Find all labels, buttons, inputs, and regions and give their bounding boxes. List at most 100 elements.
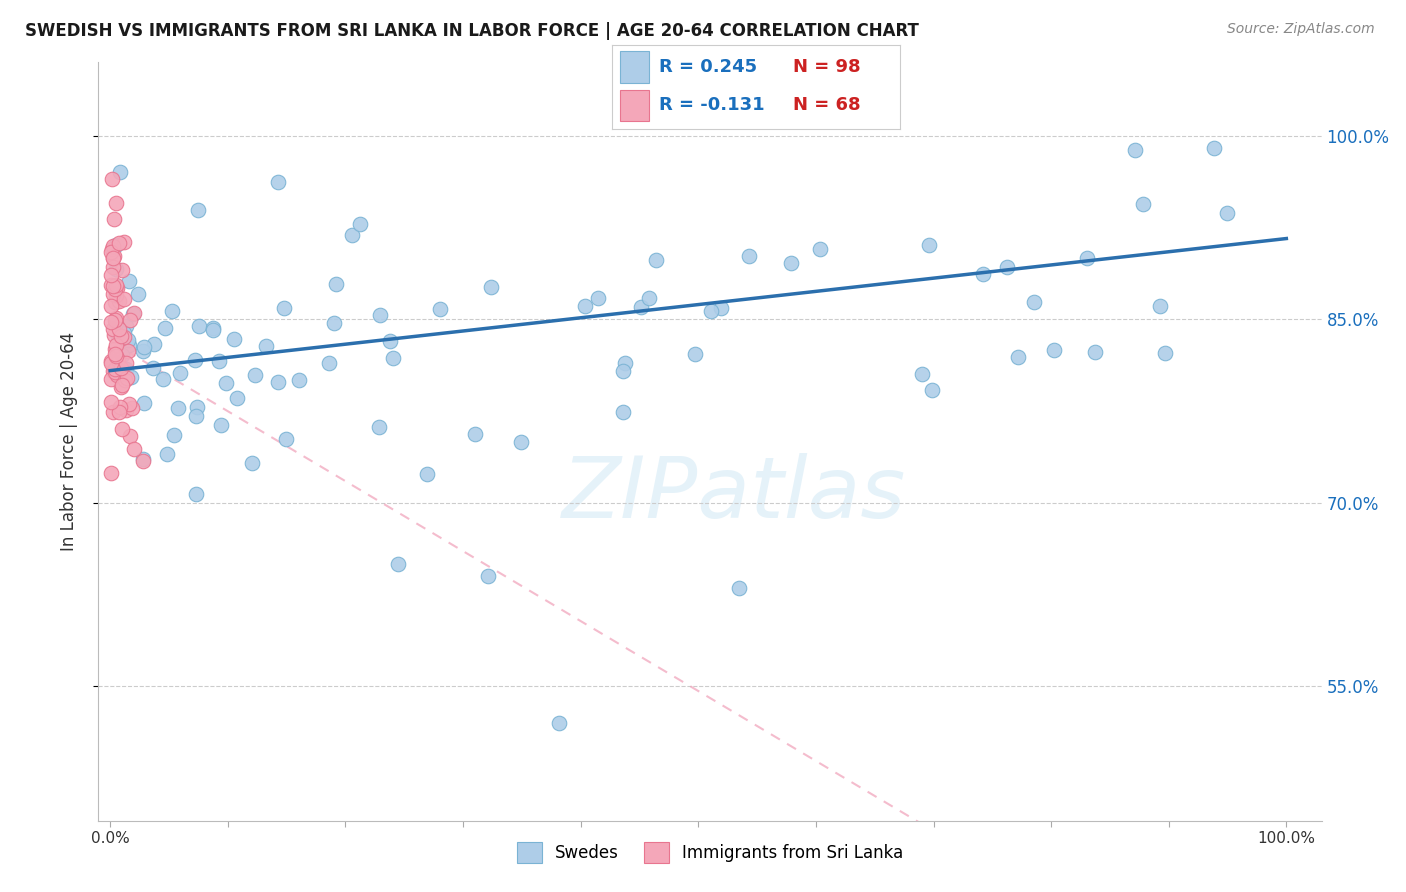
Point	[103, 249, 125, 263]
Point	[100, 242, 122, 256]
Point	[134, 396, 156, 410]
Point	[107, 364, 129, 378]
Point	[101, 278, 124, 293]
Point	[152, 372, 174, 386]
Point	[586, 291, 609, 305]
Point	[156, 447, 179, 461]
Point	[115, 319, 138, 334]
Point	[683, 347, 706, 361]
Point	[243, 368, 266, 383]
Point	[104, 338, 127, 352]
Point	[134, 340, 156, 354]
Point	[107, 356, 129, 370]
Point	[104, 365, 127, 379]
Point	[288, 373, 311, 387]
Point	[169, 366, 191, 380]
Point	[1149, 299, 1171, 313]
Point	[1202, 141, 1225, 155]
Point	[254, 339, 277, 353]
Text: R = -0.131: R = -0.131	[659, 95, 765, 114]
Point	[183, 353, 205, 368]
Point	[108, 293, 131, 308]
Point	[808, 242, 831, 256]
Point	[111, 348, 134, 362]
Point	[100, 354, 122, 368]
Point	[104, 343, 127, 357]
Point	[105, 281, 128, 295]
Point	[1215, 206, 1237, 220]
Legend: Swedes, Immigrants from Sri Lanka: Swedes, Immigrants from Sri Lanka	[510, 836, 910, 869]
Point	[131, 451, 153, 466]
Point	[108, 400, 131, 414]
Bar	[620, 89, 650, 120]
Point	[325, 277, 347, 292]
Point	[120, 370, 142, 384]
Point	[118, 338, 141, 352]
Point	[115, 402, 138, 417]
Point	[131, 344, 153, 359]
Point	[108, 165, 131, 179]
Point	[100, 356, 122, 370]
Point	[367, 420, 389, 434]
Point	[105, 310, 128, 325]
Y-axis label: In Labor Force | Age 20-64: In Labor Force | Age 20-64	[59, 332, 77, 551]
Point	[114, 356, 136, 370]
Point	[1083, 345, 1105, 359]
Point	[100, 372, 122, 386]
Point	[117, 333, 139, 347]
Point	[100, 245, 122, 260]
Text: ZIPatlas: ZIPatlas	[562, 453, 907, 536]
Point	[779, 256, 801, 270]
Text: Source: ZipAtlas.com: Source: ZipAtlas.com	[1227, 22, 1375, 37]
Point	[132, 454, 155, 468]
Point	[100, 315, 122, 329]
Point	[112, 292, 135, 306]
Point	[1022, 294, 1045, 309]
Point	[240, 456, 263, 470]
Point	[107, 405, 129, 419]
Text: SWEDISH VS IMMIGRANTS FROM SRI LANKA IN LABOR FORCE | AGE 20-64 CORRELATION CHAR: SWEDISH VS IMMIGRANTS FROM SRI LANKA IN …	[25, 22, 920, 40]
Point	[101, 364, 124, 378]
Point	[100, 466, 122, 480]
Text: N = 68: N = 68	[793, 95, 860, 114]
Point	[918, 237, 941, 252]
Point	[201, 321, 224, 335]
Point	[700, 304, 723, 318]
Point	[122, 442, 145, 457]
Point	[1076, 251, 1098, 265]
Point	[111, 422, 134, 436]
Point	[972, 267, 994, 281]
Point	[215, 376, 238, 390]
Point	[547, 715, 569, 730]
Point	[645, 252, 668, 267]
Point	[105, 317, 128, 331]
Point	[121, 401, 143, 415]
Point	[387, 557, 409, 571]
Point	[104, 362, 127, 376]
Bar	[620, 52, 650, 83]
Point	[267, 175, 290, 189]
Point	[222, 332, 245, 346]
Text: R = 0.245: R = 0.245	[659, 59, 758, 77]
Point	[349, 217, 371, 231]
Point	[118, 397, 141, 411]
Point	[118, 274, 141, 288]
Point	[630, 300, 652, 314]
Point	[342, 228, 364, 243]
Point	[104, 278, 127, 293]
Point	[105, 368, 128, 382]
Point	[101, 287, 124, 301]
Point	[162, 304, 184, 318]
Point	[100, 395, 122, 409]
Point	[105, 349, 128, 363]
Point	[1123, 144, 1146, 158]
Point	[612, 405, 634, 419]
Point	[105, 262, 128, 277]
Point	[103, 211, 125, 226]
Point	[153, 321, 176, 335]
Point	[104, 295, 127, 310]
Point	[318, 357, 340, 371]
Point	[477, 569, 499, 583]
Point	[100, 277, 122, 292]
Point	[613, 356, 636, 370]
